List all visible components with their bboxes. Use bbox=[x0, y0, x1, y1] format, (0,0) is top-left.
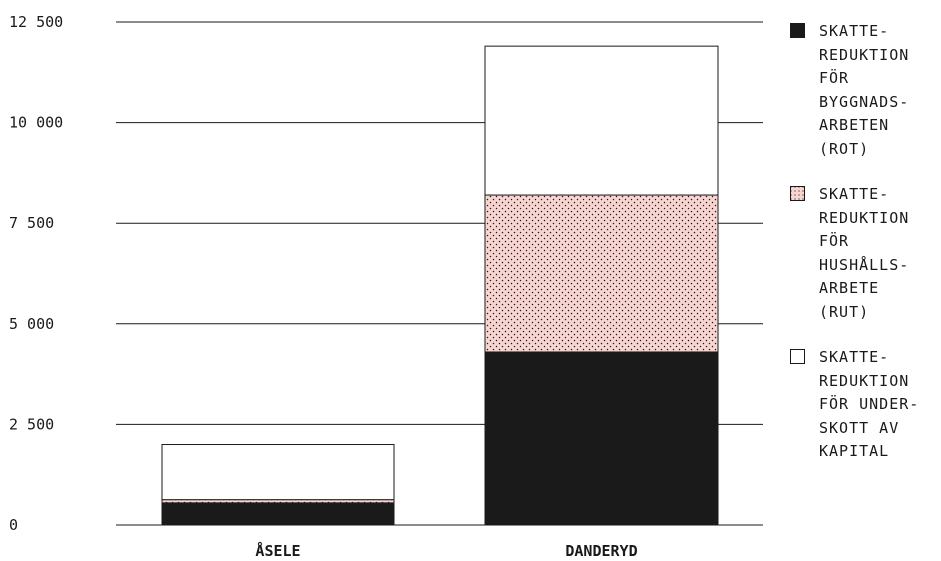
legend: SKATTE- REDUKTION FÖR BYGGNADS- ARBETEN … bbox=[790, 20, 940, 486]
x-category-label: DANDERYD bbox=[565, 542, 637, 560]
y-tick-label: 7 500 bbox=[9, 214, 54, 232]
x-category-label: ÅSELE bbox=[255, 541, 300, 560]
bar-segment-åsele-series-3 bbox=[161, 444, 395, 501]
bars bbox=[161, 45, 719, 526]
bar-segment-danderyd-series-1 bbox=[484, 351, 719, 526]
legend-swatch bbox=[790, 349, 805, 364]
y-tick-label: 12 500 bbox=[9, 13, 63, 31]
legend-swatch bbox=[790, 186, 805, 201]
legend-label: SKATTE- REDUKTION FÖR BYGGNADS- ARBETEN … bbox=[819, 22, 910, 158]
bar-segment-åsele-series-1 bbox=[161, 502, 395, 526]
legend-item: SKATTE- REDUKTION FÖR HUSHÅLLS- ARBETE (… bbox=[790, 183, 940, 324]
y-tick-label: 10 000 bbox=[9, 114, 63, 132]
legend-label: SKATTE- REDUKTION FÖR UNDER- SKOTT AV KA… bbox=[819, 348, 920, 460]
legend-label: SKATTE- REDUKTION FÖR HUSHÅLLS- ARBETE (… bbox=[819, 185, 910, 321]
bar-segment-danderyd-series-3 bbox=[484, 45, 719, 196]
y-tick-label: 0 bbox=[9, 516, 18, 534]
x-axis-category-labels: ÅSELE DANDERYD bbox=[255, 541, 637, 560]
y-tick-label: 2 500 bbox=[9, 415, 54, 433]
bar-segment-danderyd-series-2 bbox=[484, 194, 719, 353]
legend-item: SKATTE- REDUKTION FÖR BYGGNADS- ARBETEN … bbox=[790, 20, 940, 161]
legend-item: SKATTE- REDUKTION FÖR UNDER- SKOTT AV KA… bbox=[790, 346, 940, 464]
y-tick-label: 5 000 bbox=[9, 315, 54, 333]
y-axis-tick-labels: 0 2 500 5 000 7 500 10 000 12 500 bbox=[9, 13, 63, 534]
legend-swatch bbox=[790, 23, 805, 38]
